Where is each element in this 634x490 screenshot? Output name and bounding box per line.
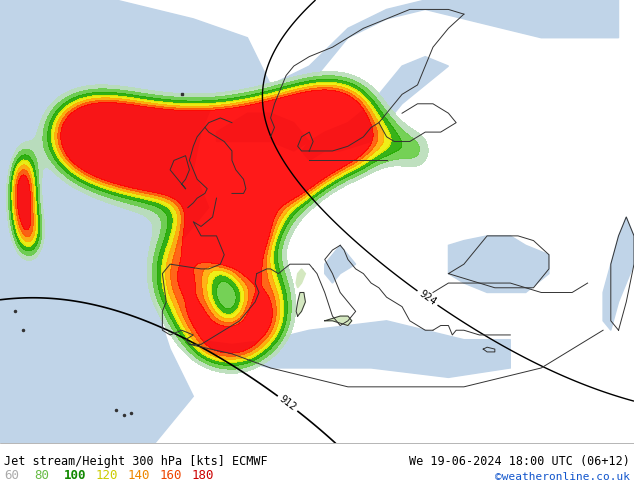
- Text: 60: 60: [4, 469, 19, 482]
- Polygon shape: [0, 0, 271, 443]
- Text: 100: 100: [64, 469, 86, 482]
- Text: 140: 140: [128, 469, 150, 482]
- Polygon shape: [193, 321, 510, 377]
- Polygon shape: [603, 217, 634, 330]
- Polygon shape: [296, 269, 306, 288]
- Text: 120: 120: [96, 469, 119, 482]
- Text: 924: 924: [417, 289, 438, 308]
- Text: 180: 180: [192, 469, 214, 482]
- Text: 80: 80: [34, 469, 49, 482]
- Polygon shape: [325, 316, 352, 325]
- Text: 912: 912: [277, 394, 298, 413]
- Polygon shape: [325, 245, 356, 283]
- Text: ©weatheronline.co.uk: ©weatheronline.co.uk: [495, 472, 630, 482]
- Polygon shape: [216, 113, 309, 151]
- Polygon shape: [302, 57, 448, 160]
- Text: We 19-06-2024 18:00 UTC (06+12): We 19-06-2024 18:00 UTC (06+12): [409, 455, 630, 467]
- Polygon shape: [448, 236, 549, 293]
- Text: 160: 160: [160, 469, 183, 482]
- Text: Jet stream/Height 300 hPa [kts] ECMWF: Jet stream/Height 300 hPa [kts] ECMWF: [4, 455, 268, 467]
- Polygon shape: [296, 293, 306, 316]
- Polygon shape: [216, 0, 619, 95]
